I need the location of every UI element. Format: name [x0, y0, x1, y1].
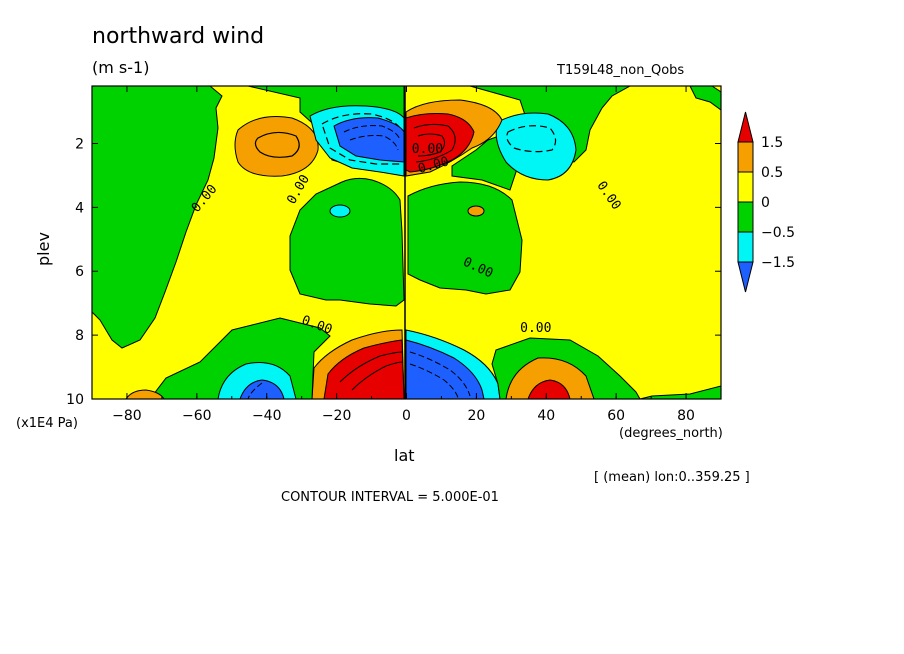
colorbar-swatch — [737, 111, 754, 143]
colorbar-label: 0.5 — [761, 165, 783, 181]
mean-note: [ (mean) lon:0..359.25 ] — [594, 470, 750, 485]
region-north-polar-lower — [639, 385, 721, 399]
x-tick-label: 60 — [607, 408, 625, 424]
x-tick-label: −60 — [182, 408, 212, 424]
x-axis-ticks: −80 −60 −40 −20 0 20 40 60 80 — [91, 86, 722, 424]
x-tick-label: −20 — [322, 408, 352, 424]
run-label: T159L48_non_Qobs — [557, 63, 685, 78]
region-lower-south-blue — [239, 379, 285, 399]
region-central-mid-right-negative — [407, 181, 523, 295]
y-tick-label: 8 — [75, 328, 84, 344]
x-axis-units: (degrees_north) — [619, 426, 723, 441]
y-tick-label: 6 — [75, 264, 84, 280]
contour-fields — [92, 86, 721, 399]
contour-interval: CONTOUR INTERVAL = 5.000E-01 — [281, 490, 499, 505]
region-upper-central-blue — [333, 117, 405, 163]
region-north-upper-cyan — [495, 112, 577, 181]
colorbar-swatch — [737, 231, 754, 263]
core-contours — [247, 123, 471, 399]
y-tick-label: 10 — [66, 392, 84, 408]
colorbar-label: −1.5 — [761, 255, 795, 271]
chart-units: (m s-1) — [92, 58, 150, 77]
x-tick-label: −40 — [252, 408, 282, 424]
x-tick-label: 0 — [402, 408, 411, 424]
region-central-mid-negative — [289, 177, 405, 307]
x-tick-label: 20 — [467, 408, 485, 424]
blob-orange-mid — [467, 205, 485, 217]
colorbar-swatch — [737, 261, 754, 293]
contour-labels: 0.00 0.000.000.000.000.000.000.00 — [189, 142, 624, 338]
region-south-polar-negative — [92, 86, 223, 349]
y-tick-label: 4 — [75, 200, 84, 216]
x-tick-label: 80 — [677, 408, 695, 424]
chart-title: northward wind — [92, 24, 265, 49]
region-northeast-negative — [689, 86, 721, 111]
colorbar-swatch — [737, 141, 754, 173]
contour-north-upper-dashed — [506, 125, 557, 153]
region-lower-north-orange — [505, 357, 595, 399]
contour-label: 0.00 — [412, 142, 443, 157]
colorbar-label: 1.5 — [761, 135, 783, 151]
y-axis-units: (x1E4 Pa) — [16, 416, 78, 431]
colorbar-swatch — [737, 171, 754, 203]
x-tick-label: −80 — [112, 408, 142, 424]
colorbar-swatch — [737, 201, 754, 233]
y-axis-label: plev — [34, 232, 53, 266]
blob-cyan-mid — [329, 204, 351, 218]
y-tick-label: 2 — [75, 136, 84, 152]
region-upper-central-red — [405, 113, 475, 173]
y-axis-ticks: 2 4 6 8 10 — [66, 136, 721, 408]
contour-south-upper-inner — [254, 131, 300, 158]
colorbar-label: −0.5 — [761, 225, 795, 241]
colorbar: 1.5 0.5 0 −0.5 −1.5 — [737, 111, 795, 293]
region-lower-north-red — [527, 379, 571, 399]
x-axis-label: lat — [394, 446, 415, 465]
x-tick-label: 40 — [537, 408, 555, 424]
region-south-upper-positive — [234, 116, 319, 177]
colorbar-label: 0 — [761, 195, 770, 211]
contour-label: 0.00 — [520, 321, 551, 336]
